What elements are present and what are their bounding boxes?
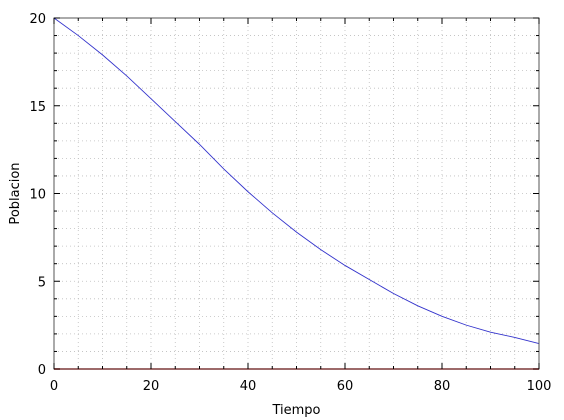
x-axis-title: Tiempo bbox=[271, 403, 320, 418]
x-tick-label: 0 bbox=[50, 379, 58, 394]
x-tick-label: 60 bbox=[337, 379, 354, 394]
x-tick-label: 40 bbox=[240, 379, 257, 394]
grid bbox=[54, 18, 539, 369]
series-line-1 bbox=[53, 17, 540, 344]
y-axis-title: Poblacion bbox=[8, 162, 23, 224]
y-tick-label: 0 bbox=[38, 363, 46, 378]
tick-labels: 0 20 40 60 80 100 0 5 10 15 20 bbox=[29, 12, 551, 394]
x-tick-label: 80 bbox=[434, 379, 451, 394]
y-tick-label: 15 bbox=[29, 100, 46, 115]
y-tick-label: 10 bbox=[29, 188, 46, 203]
x-tick-label: 100 bbox=[527, 379, 552, 394]
y-tick-label: 20 bbox=[29, 12, 46, 27]
ticks bbox=[53, 17, 540, 370]
x-tick-label: 20 bbox=[143, 379, 160, 394]
y-tick-label: 5 bbox=[38, 275, 46, 290]
